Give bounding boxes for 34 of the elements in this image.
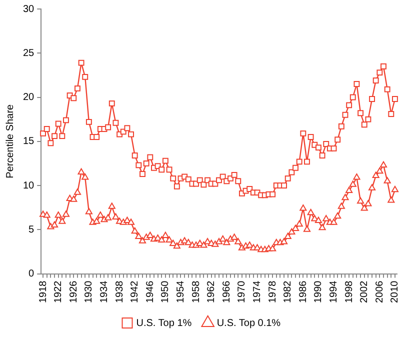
y-tick-label: 30 xyxy=(23,4,35,15)
x-tick-label: 1986 xyxy=(298,280,309,304)
x-tick-label: 1970 xyxy=(236,280,248,304)
x-tick-label: 2006 xyxy=(374,280,386,304)
y-tick-label: 20 xyxy=(23,92,35,103)
x-tick-label: 1958 xyxy=(190,280,202,304)
x-tick-label: 1962 xyxy=(206,280,218,304)
y-tick-label: 0 xyxy=(28,268,35,280)
x-tick-label: 1966 xyxy=(221,280,232,304)
x-tick-label: 1942 xyxy=(130,280,141,304)
x-tick-label: 1974 xyxy=(252,280,264,304)
legend-label: U.S. Top 0.1% xyxy=(216,318,281,329)
y-tick-label: 25 xyxy=(23,48,35,59)
x-tick-label: 1950 xyxy=(160,280,172,304)
x-tick-label: 1994 xyxy=(328,280,340,304)
x-tick-label: 1926 xyxy=(68,280,80,304)
x-tick-label: 1990 xyxy=(313,280,324,304)
y-tick-label: 15 xyxy=(23,136,35,148)
x-tick-label: 1918 xyxy=(38,280,49,304)
x-tick-label: 2010 xyxy=(390,280,401,304)
x-tick-label: 1930 xyxy=(84,280,95,304)
x-tick-label: 1978 xyxy=(267,280,278,304)
legend-label: U.S. Top 1% xyxy=(136,318,192,329)
x-tick-label: 1982 xyxy=(282,280,294,304)
y-axis-title: Percentile Share xyxy=(4,104,16,178)
x-tick-label: 1954 xyxy=(176,280,186,304)
x-tick-label: 1938 xyxy=(114,280,126,304)
x-tick-label: 2002 xyxy=(359,280,370,304)
x-tick-label: 1946 xyxy=(144,280,156,304)
x-tick-label: 1922 xyxy=(53,280,64,304)
y-tick-label: 5 xyxy=(28,224,35,236)
x-tick-label: 1998 xyxy=(344,280,355,304)
x-tick-label: 1934 xyxy=(98,280,110,304)
y-tick-label: 10 xyxy=(23,180,35,192)
